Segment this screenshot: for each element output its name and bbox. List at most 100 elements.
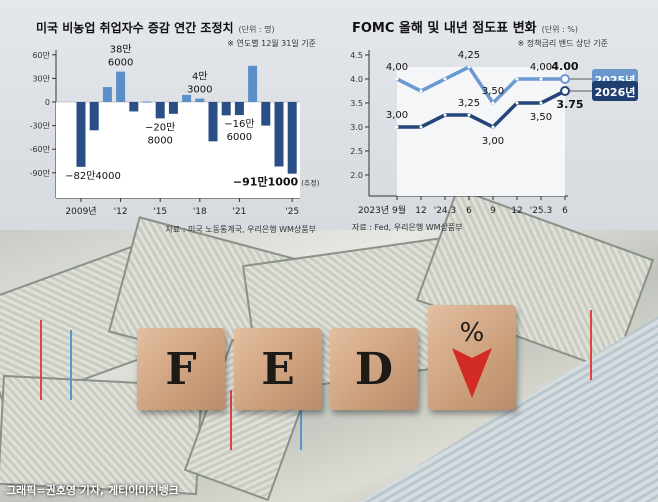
bar-2018	[195, 98, 205, 102]
y-tick-label: 30만	[32, 74, 50, 83]
x-tick-label: '18	[193, 207, 207, 217]
y-tick-label: -90만	[30, 169, 51, 178]
data-label: 6000	[227, 132, 252, 143]
bar-2012	[116, 71, 126, 102]
bar-2019	[208, 102, 218, 142]
x-tick-label: 6	[562, 206, 568, 216]
legend-badge-2026년	[592, 81, 638, 101]
bar-2014	[142, 101, 152, 103]
bar-2013	[129, 102, 139, 112]
data-label: 6000	[108, 58, 133, 69]
bar-2022	[248, 65, 258, 102]
down-arrow-icon	[452, 347, 492, 398]
bar-2016	[168, 102, 178, 114]
chart-source: 자료 : Fed, 우리은행 WM상품부	[352, 222, 463, 232]
endpoint-2025년	[560, 74, 570, 84]
line-2025년	[396, 65, 565, 105]
x-tick-label: 6	[466, 206, 472, 216]
point-2025년	[395, 77, 399, 81]
chart-unit: (단위 : 명)	[239, 24, 275, 34]
line-2026년	[397, 89, 566, 129]
x-tick-label: 9	[490, 206, 496, 216]
data-label: −16만	[224, 118, 254, 130]
data-label: −20만	[145, 121, 175, 133]
x-tick-label: '21	[232, 207, 246, 217]
cube-percent-down: %	[428, 305, 516, 410]
point-2026년	[515, 101, 519, 105]
bar-2015	[155, 102, 165, 119]
bar-2011	[102, 87, 112, 102]
y-tick-label: 2.5	[350, 147, 363, 156]
data-label: 3,00	[482, 136, 504, 147]
bar-2023	[261, 102, 271, 126]
data-label: −82만4000	[65, 170, 121, 182]
point-2026년	[467, 113, 471, 117]
x-tick-label: 2009년	[65, 206, 96, 217]
cube-letter: D	[354, 343, 394, 395]
legend-label-2026년: 2026년	[595, 85, 636, 99]
point-2026년	[491, 125, 495, 129]
point-2025년	[491, 101, 495, 105]
cube-letter: E	[261, 343, 295, 395]
fomc-dot-plot-chart: FOMC 올해 및 내년 점도표 변화 (단위 : %) ※ 정책금리 밴드 상단…	[350, 20, 638, 232]
point-2026년	[395, 125, 399, 129]
credit: 그래픽=권호영 기자, 게티이미지뱅크	[6, 484, 179, 497]
y-tick-label: 0	[45, 98, 50, 107]
cube-f: F	[137, 328, 225, 410]
percent-sign: %	[459, 317, 485, 348]
bar-2017	[182, 94, 192, 102]
data-label: 3.75	[556, 98, 583, 111]
y-tick-label: 2.0	[350, 171, 363, 180]
chart-note: ※ 정책금리 밴드 상단 기준	[518, 38, 608, 48]
fed-photo: F E D %	[0, 187, 658, 502]
bar-2024	[274, 102, 284, 167]
x-tick-label: 12	[415, 206, 426, 216]
data-label: 4,00	[530, 62, 552, 73]
y-tick-label: -30만	[30, 122, 51, 131]
bar-2025	[287, 102, 297, 174]
cube-d: D	[330, 328, 418, 410]
chart-source: 자료 : 미국 노동통계국, 우리은행 WM상품부	[165, 224, 316, 234]
point-2025년	[443, 77, 447, 81]
bar-2021	[234, 102, 244, 116]
point-2026년	[539, 101, 543, 105]
jobs-bar-chart: 미국 비농업 취업자수 증감 연간 조정치 (단위 : 명) ※ 연도별 12월 …	[30, 20, 320, 234]
y-tick-label: 60만	[32, 51, 50, 60]
y-tick-label: 4.5	[350, 51, 363, 60]
data-label-suffix: (추정)	[301, 179, 320, 188]
x-tick-label: '15	[153, 207, 167, 217]
point-2025년	[539, 77, 543, 81]
x-tick-label: '12	[114, 207, 128, 217]
data-label: 3000	[187, 85, 212, 96]
data-label: 4,25	[458, 50, 480, 61]
chart-heading: 미국 비농업 취업자수 증감 연간 조정치 (단위 : 명)	[36, 20, 275, 35]
x-tick-label: '24.3	[434, 206, 457, 216]
bar-2010	[89, 102, 99, 131]
chart-unit: (단위 : %)	[542, 24, 578, 34]
data-label: 4만	[192, 71, 208, 83]
point-2026년	[443, 113, 447, 117]
point-2026년	[419, 125, 423, 129]
x-tick-label: 12	[511, 206, 522, 216]
chart-note: ※ 연도별 12월 31일 기준	[227, 38, 316, 48]
point-2025년	[419, 89, 423, 93]
data-label: 3,00	[386, 110, 408, 121]
data-label: 3,50	[482, 86, 504, 97]
y-tick-label: 4.0	[350, 75, 363, 84]
x-tick-label: 2023년 9월	[358, 204, 406, 216]
cube-e: E	[234, 328, 322, 410]
chart-title: 미국 비농업 취업자수 증감 연간 조정치	[36, 20, 234, 35]
endpoint-2026년	[560, 86, 570, 96]
x-tick-label: '25.3	[530, 206, 553, 216]
bar-2020	[221, 102, 231, 116]
data-label: −91만1000	[233, 175, 299, 189]
x-tick-label: '25	[285, 207, 299, 217]
y-tick-label: 3.0	[350, 123, 363, 132]
data-label: 3,25	[458, 98, 480, 109]
bar-2009	[76, 102, 86, 167]
data-label: 3,50	[530, 112, 552, 123]
data-label: 8000	[147, 135, 172, 146]
cube-letter: F	[165, 343, 197, 395]
data-label: 4.00	[551, 60, 578, 73]
